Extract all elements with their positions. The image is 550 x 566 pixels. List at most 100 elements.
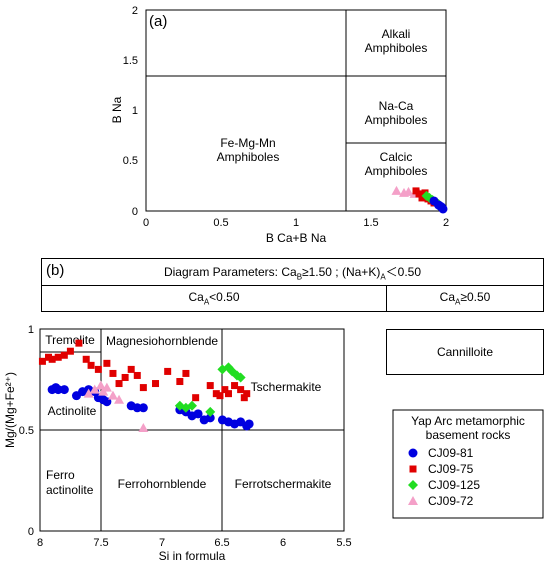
legend-item-label: CJ09-75: [428, 462, 474, 476]
data-point-cj09-75: [152, 380, 160, 388]
legend-marker-cj09-81: [408, 448, 418, 458]
panel-b-x-axis-label: Si in formula: [159, 549, 226, 563]
data-point-cj09-125: [235, 372, 246, 383]
data-point-cj09-72: [83, 388, 94, 398]
data-point-cj09-81: [59, 385, 69, 395]
panel-a-points: [391, 185, 448, 214]
data-point-cj09-75: [127, 365, 135, 373]
panel-b-y-tick: 1: [28, 324, 34, 336]
data-point-cj09-75: [45, 353, 53, 361]
data-point-cj09-75: [54, 353, 62, 361]
data-point-cj09-75: [60, 351, 68, 359]
data-point-cj09-75: [243, 390, 251, 398]
data-point-cj09-75: [109, 369, 117, 377]
data-point-cj09-75: [231, 382, 239, 390]
panel-a-y-axis-label: B Na: [110, 96, 124, 123]
region-calcic-line1: Calcic: [380, 150, 413, 164]
region-naca-line2: Amphiboles: [365, 113, 428, 127]
region-ferro-actinolite-line2: actinolite: [46, 483, 94, 497]
panel-a-x-tick: 2: [443, 217, 449, 229]
data-point-cj09-125: [205, 406, 216, 417]
region-ferro-actinolite-line1: Ferro: [46, 468, 75, 482]
panel-b-params-row: (b) Diagram Parameters: CaB≥1.50 ; (Na+K…: [42, 259, 543, 286]
panel-b-x-tick: 8: [37, 537, 43, 549]
region-ferrohornblende: Ferrohornblende: [118, 477, 207, 491]
panel-a-y-tick: 2: [132, 5, 138, 17]
data-point-cj09-75: [38, 357, 46, 365]
legend-marker-cj09-125: [408, 480, 418, 490]
panel-a-y-tick: 0: [132, 206, 138, 218]
panel-a-x-axis-label: B Ca+B Na: [266, 231, 327, 245]
data-point-cj09-72: [403, 186, 414, 196]
panel-b-x-tick: 5.5: [336, 537, 351, 549]
data-point-cj09-75: [82, 355, 90, 363]
legend-item-label: CJ09-72: [428, 494, 474, 508]
data-point-cj09-72: [391, 185, 402, 195]
panel-b-y-axis-label: Mg/(Mg+Fe²⁺): [3, 372, 17, 448]
data-point-cj09-72: [107, 390, 118, 400]
panel-a-x-ticks: 0 0.5 1 1.5 2: [143, 217, 449, 229]
data-point-cj09-72: [89, 384, 100, 394]
data-point-cj09-75: [121, 373, 129, 381]
region-magnesiohornblende: Magnesiohornblende: [106, 334, 218, 348]
panel-a-y-tick: 1: [132, 105, 138, 117]
data-point-cj09-75: [221, 386, 229, 394]
legend-title-line2: basement rocks: [426, 428, 511, 442]
cannilloite-label: Cannilloite: [436, 345, 494, 359]
data-point-cj09-81: [435, 201, 445, 211]
panel-b-x-ticks: 8 7.5 7 6.5 6 5.5: [37, 537, 352, 549]
region-calcic-line2: Amphiboles: [365, 164, 428, 178]
data-point-cj09-75: [418, 194, 426, 202]
region-actinolite: Actinolite: [48, 404, 97, 418]
data-point-cj09-75: [164, 367, 172, 375]
data-point-cj09-75: [176, 378, 184, 386]
panel-b-y-tick: 0.5: [19, 425, 34, 437]
data-point-cj09-81: [244, 419, 254, 429]
data-point-cj09-81: [205, 413, 215, 423]
data-point-cj09-75: [192, 394, 200, 402]
data-point-cj09-75: [133, 371, 141, 379]
data-point-cj09-75: [48, 355, 56, 363]
data-point-cj09-81: [138, 403, 148, 413]
legend: Yap Arc metamorphic basement rocks CJ09-…: [392, 409, 544, 519]
panel-b-plot: Tremolite Magnesiohornblende Actinolite …: [3, 324, 352, 563]
region-naca-line1: Na-Ca: [379, 99, 414, 113]
panel-b-x-tick: 7.5: [93, 537, 108, 549]
data-point-cj09-75: [94, 365, 102, 373]
diagram-parameters: Diagram Parameters: CaB≥1.50 ; (Na+K)A＜0…: [163, 264, 422, 282]
panel-b-points: [38, 339, 254, 432]
panel-a-y-ticks: 0 0.5 1 1.5 2: [123, 5, 138, 218]
data-point-cj09-72: [101, 382, 112, 392]
region-alkali-line1: Alkali: [382, 27, 411, 41]
data-point-cj09-75: [240, 394, 248, 402]
region-tschermakite: Tschermakite: [251, 380, 322, 394]
legend-title-line1: Yap Arc metamorphic: [411, 414, 525, 428]
data-point-cj09-81: [193, 409, 203, 419]
col-ca-a-lt-050: CaA<0.50: [42, 285, 387, 311]
panel-b-y-tick: 0: [28, 526, 34, 538]
panel-b-tag: (b): [46, 262, 65, 279]
panel-b-x-tick: 6: [280, 537, 286, 549]
data-point-cj09-75: [216, 392, 224, 400]
legend-item-label: CJ09-81: [428, 446, 474, 460]
region-fe-mg-mn-line2: Amphiboles: [217, 150, 280, 164]
region-tremolite: Tremolite: [45, 333, 95, 347]
region-fe-mg-mn-line1: Fe-Mg-Mn: [220, 136, 275, 150]
legend-marker-cj09-72: [408, 496, 418, 505]
data-point-cj09-75: [415, 190, 423, 198]
panel-b-header-table: (b) Diagram Parameters: CaB≥1.50 ; (Na+K…: [41, 258, 544, 312]
panel-b-x-tick: 6.5: [214, 537, 229, 549]
panel-b-y-ticks: 0 0.5 1: [19, 324, 34, 538]
data-point-cj09-75: [66, 347, 74, 355]
legend-markers: [408, 448, 418, 505]
data-point-cj09-72: [114, 394, 125, 404]
panel-a-plot-frame: [145, 9, 447, 212]
data-point-cj09-75: [139, 384, 147, 392]
legend-item-label: CJ09-125: [428, 478, 480, 492]
data-point-cj09-75: [182, 369, 190, 377]
cannilloite-box: Cannilloite: [386, 329, 544, 375]
data-point-cj09-75: [103, 359, 111, 367]
panel-b-x-tick: 7: [159, 537, 165, 549]
data-point-cj09-75: [206, 382, 214, 390]
